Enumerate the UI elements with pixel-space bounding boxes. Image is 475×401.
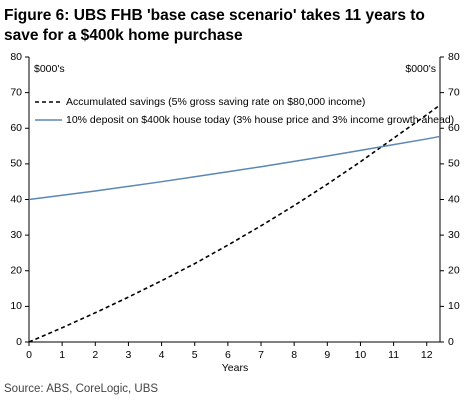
x-tick-label: 4 xyxy=(159,349,165,361)
y2-tick-label: 80 xyxy=(448,51,460,63)
y2-tick-label: 50 xyxy=(448,158,460,170)
x-tick-label: 12 xyxy=(421,349,433,361)
series-line xyxy=(28,135,441,201)
x-tick-label: 1 xyxy=(59,349,65,361)
series-line xyxy=(28,104,441,343)
y-tick-label: 0 xyxy=(16,336,22,348)
y-tick-label: 40 xyxy=(10,193,22,205)
y-tick-label: 30 xyxy=(10,229,22,241)
x-tick-label: 0 xyxy=(26,349,32,361)
x-tick-label: 10 xyxy=(355,349,367,361)
y-axis-label: $000's xyxy=(34,63,65,75)
y-tick-label: 70 xyxy=(10,86,22,98)
x-tick-label: 3 xyxy=(126,349,132,361)
x-axis-label: Years xyxy=(222,362,248,374)
legend-label: Accumulated savings (5% gross saving rat… xyxy=(66,96,365,108)
y2-tick-label: 60 xyxy=(448,122,460,134)
chart-title: Figure 6: UBS FHB 'base case scenario' t… xyxy=(4,7,425,24)
x-tick-label: 7 xyxy=(258,349,264,361)
x-tick-label: 11 xyxy=(388,349,399,361)
x-tick-label: 2 xyxy=(92,349,98,361)
y2-tick-label: 0 xyxy=(448,336,454,348)
y2-tick-label: 40 xyxy=(448,193,460,205)
y2-axis-label: $000's xyxy=(405,63,436,75)
y2-tick-label: 10 xyxy=(448,300,460,312)
chart-title: save for a $400k home purchase xyxy=(4,27,243,44)
x-tick-label: 5 xyxy=(192,349,198,361)
y2-tick-label: 20 xyxy=(448,265,460,277)
y-tick-label: 20 xyxy=(10,265,22,277)
y-tick-label: 50 xyxy=(10,158,22,170)
y-tick-label: 80 xyxy=(10,51,22,63)
y2-tick-label: 70 xyxy=(448,86,460,98)
y2-tick-label: 30 xyxy=(448,229,460,241)
source-note: Source: ABS, CoreLogic, UBS xyxy=(4,383,158,395)
y-tick-label: 60 xyxy=(10,122,22,134)
x-tick-label: 8 xyxy=(291,349,297,361)
y-tick-label: 10 xyxy=(10,300,22,312)
legend-label: 10% deposit on $400k house today (3% hou… xyxy=(66,114,454,126)
x-tick-label: 6 xyxy=(225,349,231,361)
x-tick-label: 9 xyxy=(324,349,330,361)
